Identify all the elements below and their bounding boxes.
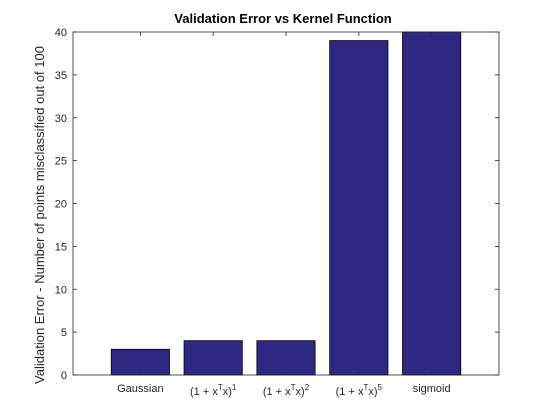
y-tick-label-1: 5 [61,327,67,339]
chart-title: Validation Error vs Kernel Function [174,11,391,26]
x-tick-label-3: (1 + xTx)5 [336,383,383,398]
y-tick-label-2: 10 [55,284,67,296]
bar-1 [183,340,243,376]
x-tick-label-1: (1 + xTx)1 [190,383,237,398]
y-tick-label-5: 25 [55,156,67,168]
y-axis-label: Validation Error - Number of points misc… [32,46,47,384]
bar-0 [110,348,170,376]
bar-2 [256,340,316,376]
bars-layer [73,31,499,376]
x-tick-label-4: sigmoid [413,383,451,395]
y-tick-label-4: 20 [55,199,67,211]
y-tick-label-7: 35 [55,70,67,82]
bar-4 [402,31,462,376]
y-tick-label-3: 15 [55,241,67,253]
bar-3 [329,40,389,376]
x-tick-label-2: (1 + xTx)2 [263,383,310,398]
y-tick-label-0: 0 [61,370,67,382]
axes-layer: 0 5 10 15 20 25 30 35 40 Gaussian (1 + xTx)1 (1 + x… [55,27,500,398]
y-tick-label-6: 30 [55,113,67,125]
y-tick-label-8: 40 [55,27,67,39]
x-tick-label-0: Gaussian [117,383,163,395]
